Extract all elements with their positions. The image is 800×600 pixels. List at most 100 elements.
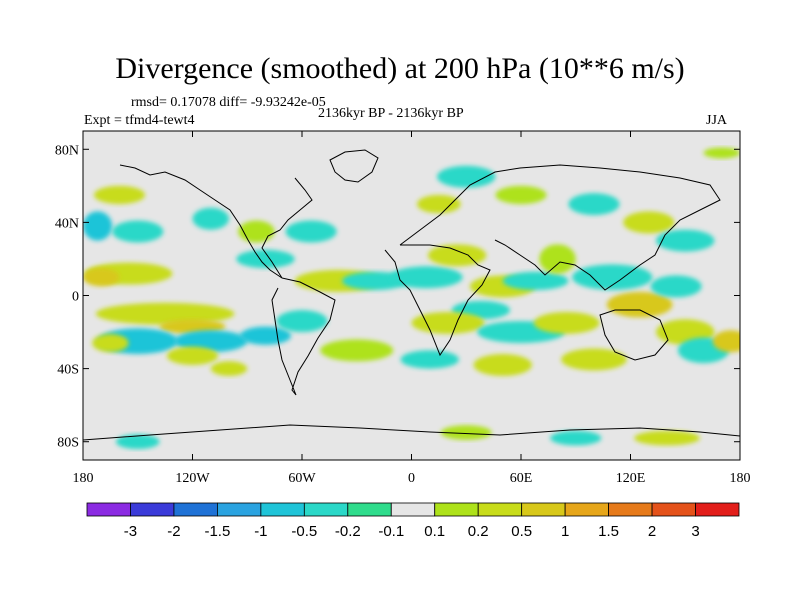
colorbar-swatch [86,502,131,517]
field-blob-35 [561,348,627,371]
field-blob-30 [572,264,653,291]
south-america-coast [271,277,336,396]
colorbar-label: -0.1 [378,523,404,540]
field-blob-4 [95,302,235,325]
north-america-east [261,177,313,279]
field-blob-12 [210,361,248,376]
colorbar-label: 0.1 [424,523,445,540]
colorbar-swatch [608,502,653,517]
colorbar-label: 2 [648,523,656,540]
y-axis: 80N 40N 0 40S 80S [55,143,740,451]
colorbar-label: -1 [254,523,267,540]
field-blob-21 [427,244,487,267]
y-tick-label: 0 [72,290,79,305]
colorbar-label: -0.2 [335,523,361,540]
field-blob-5 [159,319,226,334]
y-tick-label: 80N [55,143,79,158]
field-blob-48 [634,430,700,446]
colorbar-label: 0.5 [511,523,532,540]
colorbar-swatch [390,502,436,517]
field-blob-37 [400,350,459,369]
colorbar-label: -0.5 [291,523,317,540]
field-blob-38 [320,339,394,362]
field-blob-14 [192,207,229,230]
period-text: 2136kyr BP - 2136kyr BP [318,106,464,121]
colorbar-swatch [130,502,175,517]
colorbar-swatch [173,502,218,517]
north-america-coast [119,164,283,279]
field-blob-7 [92,333,129,353]
field-blob-43 [623,211,675,234]
colorbar-label: 1.5 [598,523,619,540]
field-blob-13 [93,185,146,205]
x-tick-label: 0 [408,471,415,486]
colorbar-label: 3 [691,523,699,540]
field-blob-29 [606,291,673,318]
field-blob-3 [83,268,120,287]
field-blob-39 [416,194,461,214]
x-tick-label: 180 [73,471,94,486]
colorbar-swatch [564,502,610,517]
colorbar-swatch [477,502,523,517]
colorbar-swatch [695,502,740,517]
antarctica-coast [83,424,740,441]
colorbar-swatch [434,502,479,517]
greenland-coast [329,149,379,183]
y-tick-label: 40S [57,363,79,378]
colorbar-swatch [303,502,349,517]
x-tick-label: 60E [510,471,533,486]
colorbar-label: -3 [124,523,137,540]
expt-text: Expt = tfmd4-tewt4 [84,113,195,128]
field-blob-44 [656,229,715,252]
field-blob-36 [473,353,532,376]
field-blob-16 [236,249,295,269]
colorbar-label: 1 [561,523,569,540]
field-blob-10 [276,310,328,333]
africa-coast [384,244,491,357]
x-axis: 180 120W 60W 0 60E 120E 180 [73,131,751,486]
x-tick-label: 60W [288,471,316,486]
field-blob-25 [539,244,576,274]
field-blob-42 [568,193,620,216]
field-blob-47 [550,430,602,446]
x-tick-label: 120W [175,471,210,486]
field-blob-49 [440,425,492,440]
colorbar: -3 -2 -1.5 -1 -0.5 -0.2 -0.1 0.1 0.2 0.5 1 1.5 2 3 [86,502,740,540]
colorbar-label: -2 [167,523,180,540]
x-tick-label: 120E [616,471,646,486]
field-blob-0 [83,211,113,241]
x-tick-label: 180 [730,471,751,486]
field-blob-34 [712,330,740,353]
y-tick-label: 80S [57,436,79,451]
field-blob-1 [112,220,164,243]
australia-coast [599,309,669,361]
field-blob-46 [115,434,160,450]
field-blob-31 [650,275,702,298]
eurasia-coast [399,164,721,291]
field-blob-15 [238,220,275,243]
chart-title: Divergence (smoothed) at 200 hPa (10**6 … [115,52,685,85]
field-blob-41 [495,185,547,205]
y-tick-label: 40N [55,216,79,231]
field-blob-20 [389,266,463,289]
season-text: JJA [706,113,728,128]
colorbar-swatch [260,502,305,517]
colorbar-swatch [347,502,392,517]
field-blob-8 [174,330,248,353]
field-blob-28 [533,311,600,334]
colorbar-label: 0.2 [468,523,489,540]
stats-text: rmsd= 0.17078 diff= -9.93242e-05 [131,95,326,110]
colorbar-swatch [216,502,262,517]
colorbar-label: -1.5 [204,523,230,540]
field-blob-40 [437,165,496,188]
coastlines [83,149,740,441]
divergence-field [83,147,740,450]
field-blob-17 [285,220,337,243]
field-blob-11 [166,346,219,365]
field-blob-9 [239,326,292,345]
field-blob-24 [502,271,569,291]
colorbar-swatch [521,502,566,517]
colorbar-swatch [651,502,696,517]
field-blob-45 [703,147,740,159]
